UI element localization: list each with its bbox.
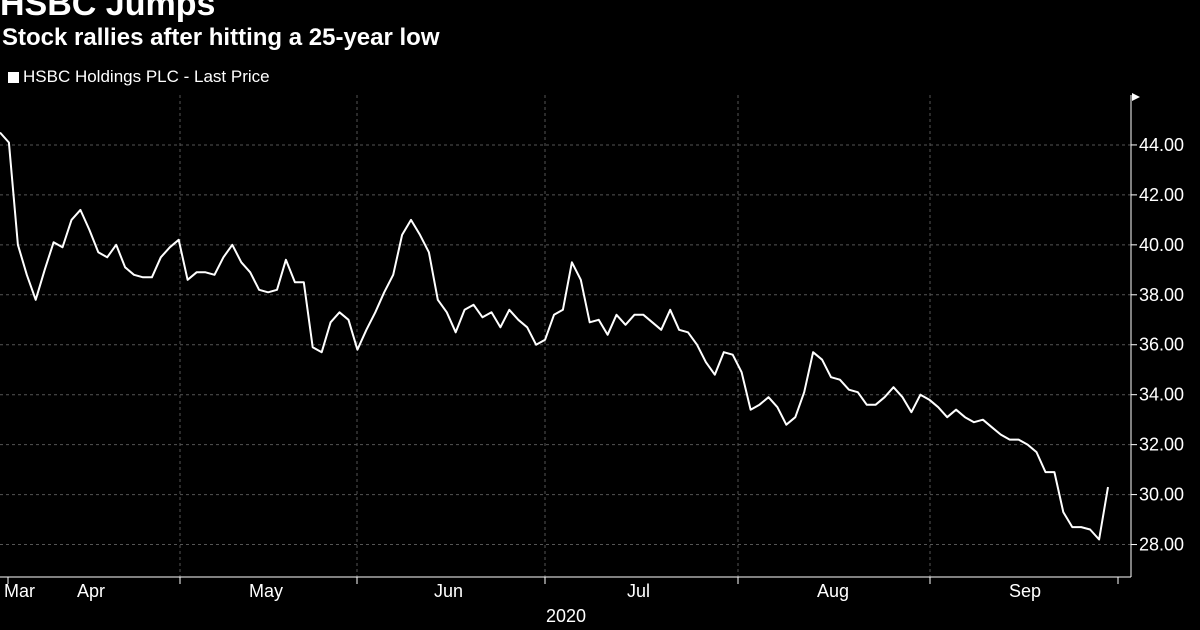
x-axis-title: 2020 bbox=[546, 606, 586, 626]
y-tick-label: 30.00 bbox=[1139, 485, 1184, 505]
chart-subtitle: Stock rallies after hitting a 25-year lo… bbox=[2, 24, 440, 51]
x-tick-label: Sep bbox=[1009, 581, 1041, 601]
y-tick-label: 42.00 bbox=[1139, 185, 1184, 205]
x-tick-label: Jun bbox=[434, 581, 463, 601]
y-tick-label: 40.00 bbox=[1139, 235, 1184, 255]
y-axis-arrow bbox=[1132, 93, 1140, 101]
x-tick-label: Aug bbox=[817, 581, 849, 601]
y-tick-label: 44.00 bbox=[1139, 135, 1184, 155]
chart-title: HSBC Jumps bbox=[0, 0, 216, 23]
x-tick-label: Jul bbox=[627, 581, 650, 601]
x-tick-label: Apr bbox=[77, 581, 105, 601]
legend-swatch bbox=[8, 71, 19, 83]
y-tick-label: 38.00 bbox=[1139, 285, 1184, 305]
y-tick-label: 34.00 bbox=[1139, 385, 1184, 405]
y-tick-label: 36.00 bbox=[1139, 335, 1184, 355]
price-line bbox=[0, 131, 1109, 541]
legend-label: HSBC Holdings PLC - Last Price bbox=[23, 67, 270, 86]
legend: HSBC Holdings PLC - Last Price bbox=[8, 67, 270, 87]
y-tick-label: 32.00 bbox=[1139, 435, 1184, 455]
x-tick-label: May bbox=[249, 581, 283, 601]
y-tick-label: 28.00 bbox=[1139, 535, 1184, 555]
x-tick-label: Mar bbox=[4, 581, 35, 601]
